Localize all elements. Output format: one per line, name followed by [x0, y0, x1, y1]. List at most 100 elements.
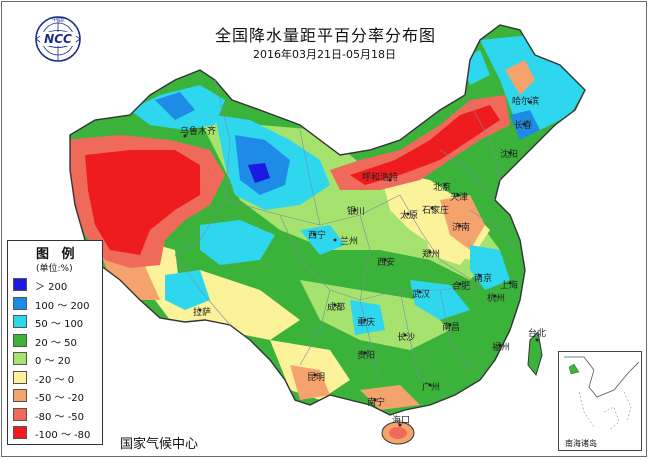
- legend-swatch: [13, 296, 27, 310]
- city-marker: 太原: [400, 209, 418, 221]
- legend-swatch: [13, 370, 27, 384]
- legend-label: 0 ～ 20: [35, 356, 71, 367]
- city-marker: 台北: [528, 327, 546, 342]
- svg-text:西宁: 西宁: [308, 229, 326, 241]
- city-marker: 长春: [514, 119, 532, 131]
- legend-box: 图 例 (单位:%) ＞ 200 100 ～ 200 50 ～ 100 20 ～ 50…: [7, 240, 103, 445]
- svg-text:乌鲁木齐: 乌鲁木齐: [180, 125, 216, 137]
- svg-text:石家庄: 石家庄: [422, 204, 449, 216]
- legend-swatch: [13, 315, 27, 328]
- legend-label: -50 ～ -20: [35, 393, 85, 404]
- legend-label: 50 ～ 100: [35, 319, 84, 330]
- svg-text:北京: 北京: [433, 181, 451, 193]
- svg-text:南昌: 南昌: [442, 321, 460, 333]
- legend-item: 50 ～ 100: [13, 314, 103, 330]
- city-marker: 贵阳: [357, 349, 375, 361]
- svg-text:上海: 上海: [500, 279, 518, 291]
- svg-text:天津: 天津: [450, 192, 468, 203]
- legend-unit: (单位:%): [36, 264, 73, 274]
- svg-text:银川: 银川: [347, 205, 365, 217]
- legend-label: -80 ～ -50: [35, 411, 85, 423]
- city-marker: 福州: [492, 341, 510, 353]
- national-border: [69, 24, 586, 416]
- svg-text:太原: 太原: [400, 209, 418, 221]
- legend-item: 20 ～ 50: [13, 333, 103, 349]
- svg-text:西安: 西安: [377, 256, 395, 268]
- city-marker: 武汉: [412, 288, 430, 300]
- city-marker: 重庆: [357, 316, 375, 328]
- legend-item: -20 ～ 0: [13, 370, 103, 386]
- city-marker: 南京: [474, 272, 492, 284]
- legend-label: ＞ 200: [35, 282, 68, 293]
- legend-swatch: [13, 389, 27, 402]
- legend-item: 100 ～ 200: [13, 296, 103, 312]
- inset-map: [564, 356, 640, 431]
- svg-text:南京: 南京: [474, 272, 492, 284]
- city-marker: 昆明: [307, 372, 325, 383]
- city-marker: 长沙: [397, 331, 415, 343]
- svg-text:长春: 长春: [514, 119, 532, 131]
- logo-ring-text: 中 国: [52, 16, 64, 23]
- ncc-logo: NCC 中 国: [35, 16, 81, 62]
- legend-swatch: [13, 352, 27, 365]
- city-marker: 拉萨: [193, 306, 211, 318]
- legend-label: -100 ～ -80: [35, 430, 91, 441]
- city-marker: 海口: [392, 414, 410, 427]
- inset-label: 南海诸岛: [565, 439, 597, 448]
- legend-label: -20 ～ 0: [35, 374, 75, 386]
- city-marker: 上海: [500, 279, 518, 291]
- south-china-sea-inset: 南海诸岛: [558, 351, 642, 451]
- city-marker: 合肥: [452, 280, 470, 292]
- svg-text:合肥: 合肥: [452, 280, 470, 292]
- legend-item: 0 ～ 20: [13, 351, 103, 367]
- svg-text:拉萨: 拉萨: [193, 306, 211, 318]
- city-marker: 兰州: [333, 235, 358, 247]
- legend-label: 20 ～ 50: [35, 337, 77, 349]
- svg-text:海口: 海口: [392, 414, 410, 426]
- svg-text:台北: 台北: [528, 327, 546, 339]
- legend-item: -100 ～ -80: [13, 425, 103, 441]
- svg-text:沈阳: 沈阳: [500, 148, 518, 160]
- legend-swatch: [13, 278, 27, 291]
- legend-item: -80 ～ -50: [13, 407, 103, 423]
- svg-text:济南: 济南: [452, 221, 470, 233]
- city-layer: 乌鲁木齐 哈尔滨 长春 沈阳 呼和浩特 北京 天津 太原 石家庄 济南 银川 西…: [180, 95, 546, 427]
- svg-text:郑州: 郑州: [422, 248, 440, 260]
- hainan-inner: [389, 427, 407, 439]
- legend-swatch: [13, 426, 27, 439]
- organization-name: 国家气候中心: [120, 437, 199, 452]
- city-marker: 西宁: [308, 229, 326, 241]
- city-marker: 天津: [450, 192, 468, 203]
- svg-text:贵阳: 贵阳: [357, 349, 375, 361]
- legend-item: ＞ 200: [13, 277, 103, 293]
- svg-text:广州: 广州: [422, 381, 440, 393]
- city-marker: 南昌: [442, 321, 460, 333]
- city-marker: 西安: [377, 256, 395, 268]
- svg-text:哈尔滨: 哈尔滨: [512, 95, 539, 107]
- svg-text:长沙: 长沙: [397, 331, 415, 343]
- city-marker: 济南: [452, 221, 470, 233]
- city-marker: 北京: [433, 181, 451, 193]
- svg-text:成都: 成都: [327, 301, 345, 313]
- city-marker: 银川: [347, 205, 365, 217]
- legend-label: 100 ～ 200: [35, 300, 90, 312]
- city-marker: 广州: [422, 381, 440, 393]
- taiwan-island: [527, 330, 543, 377]
- city-marker: 沈阳: [500, 148, 518, 160]
- logo-text: NCC: [44, 32, 72, 46]
- map-title: 全国降水量距平百分率分布图: [215, 26, 437, 45]
- city-marker: 杭州: [487, 292, 505, 304]
- svg-text:兰州: 兰州: [340, 235, 358, 247]
- svg-text:福州: 福州: [492, 341, 510, 353]
- city-marker: 乌鲁木齐: [180, 125, 216, 138]
- province-borders: [174, 79, 516, 381]
- legend-item: -50 ～ -20: [13, 388, 103, 404]
- city-marker: 石家庄: [422, 204, 449, 216]
- svg-text:昆明: 昆明: [307, 372, 325, 383]
- svg-text:南宁: 南宁: [367, 396, 385, 408]
- city-marker: 南宁: [367, 396, 385, 408]
- legend-swatch: [13, 407, 27, 421]
- legend-swatch: [13, 333, 27, 347]
- svg-text:重庆: 重庆: [357, 316, 375, 328]
- legend-title: 图 例: [36, 247, 79, 262]
